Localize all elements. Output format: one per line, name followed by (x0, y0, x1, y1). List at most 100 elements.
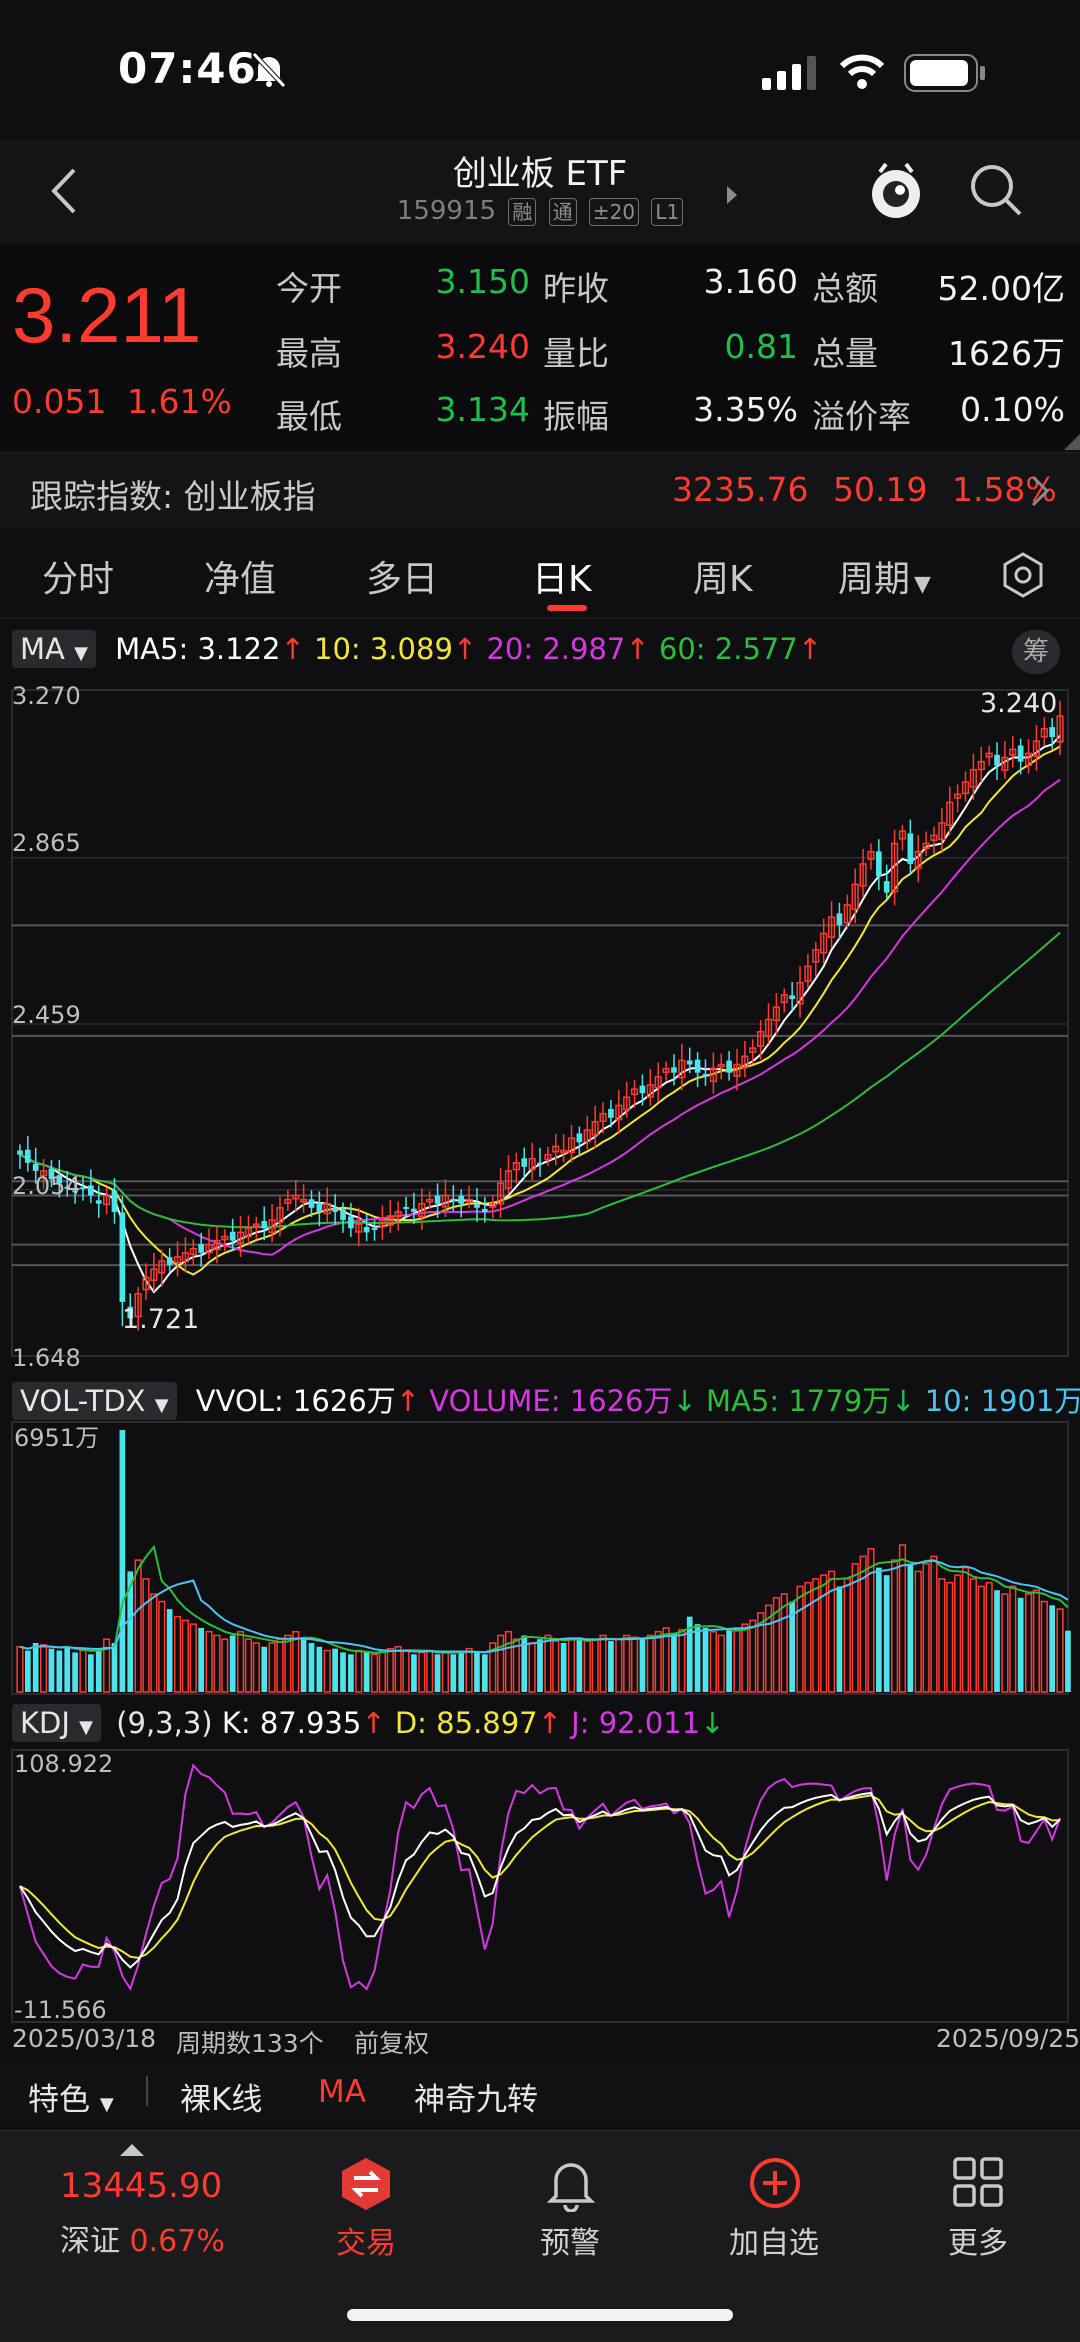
candle-body (458, 1195, 465, 1204)
bare-k-button[interactable]: 裸K线 (180, 2082, 263, 2118)
index-value[interactable]: 13445.90 (60, 2166, 223, 2206)
volume-bar (39, 1644, 48, 1693)
candle-body (64, 1186, 71, 1189)
kdj-chart[interactable]: 108.922 -11.566 (0, 1748, 1080, 2023)
adjust-mode: 前复权 (354, 2029, 430, 2058)
tab-multi-day[interactable]: 多日 (366, 559, 439, 600)
volume-bar (733, 1627, 741, 1693)
settings-icon[interactable] (1000, 552, 1046, 602)
volume-bar (434, 1654, 441, 1692)
candle-body (386, 1215, 394, 1226)
next-security-icon[interactable] (725, 184, 739, 210)
volume-bar (930, 1555, 938, 1693)
candle-body (371, 1227, 378, 1230)
trade-icon[interactable] (340, 2156, 392, 2216)
candle-body (1049, 727, 1056, 738)
volume-bar (465, 1647, 473, 1693)
volume-bar (780, 1593, 788, 1693)
tab-nav[interactable]: 净值 (204, 559, 277, 600)
candle-body (205, 1243, 213, 1254)
volume-bar (521, 1635, 528, 1692)
candle-body (411, 1208, 417, 1212)
nav-trade[interactable]: 交易 (336, 2226, 396, 2261)
volume-bar (875, 1567, 882, 1692)
candle-body (323, 1202, 331, 1215)
candle-body (418, 1202, 426, 1218)
caret-down-icon: ▼ (154, 1395, 169, 1416)
tab-intraday[interactable]: 分时 (42, 559, 115, 600)
nav-add-watchlist[interactable]: 加自选 (729, 2226, 819, 2261)
volume-bar (292, 1630, 300, 1693)
y-tick-label: 2.054 (12, 1172, 81, 1200)
caret-down-icon: ▼ (74, 643, 88, 664)
candle-body (403, 1206, 409, 1209)
volume-bar (158, 1600, 166, 1693)
back-icon[interactable] (48, 166, 78, 220)
ma-toggle-button[interactable]: MA (318, 2074, 366, 2110)
volume-bar (662, 1627, 670, 1693)
candle-body (646, 1084, 654, 1098)
tab-daily-k[interactable]: 日K (532, 559, 592, 600)
candle-body (348, 1216, 354, 1229)
k-value: K: 87.935 (221, 1706, 362, 1740)
candle-body (497, 1182, 505, 1205)
feature-menu[interactable]: 特色 ▼ (28, 2074, 114, 2119)
add-watchlist-icon[interactable] (748, 2156, 802, 2214)
search-icon[interactable] (968, 162, 1024, 222)
ma10-value: 10: 3.089 (314, 632, 453, 666)
turnover-value: 52.00亿 (937, 269, 1065, 308)
j-value: J: 92.011 (571, 1706, 701, 1740)
alert-bell-icon[interactable] (546, 2156, 596, 2216)
candle-body (615, 1104, 623, 1121)
candlestick-chart[interactable]: 3.270 2.865 2.459 2.054 1.648 3.240 1.72… (0, 680, 1080, 1370)
volume-bar (402, 1649, 410, 1693)
ma-selector[interactable]: MA ▼ (12, 630, 96, 668)
tracking-change-pct: 1.58% (951, 470, 1057, 509)
volume-bar (1024, 1593, 1033, 1693)
candle-body (583, 1129, 591, 1143)
volume-selector[interactable]: VOL-TDX ▼ (12, 1382, 177, 1420)
magic-nine-button[interactable]: 神奇九转 (414, 2082, 538, 2118)
mascot-icon[interactable] (866, 160, 926, 226)
candle-body (103, 1194, 111, 1206)
candle-body (48, 1168, 55, 1180)
volume-bar (639, 1639, 646, 1692)
kdj-selector[interactable]: KDJ ▼ (12, 1704, 101, 1742)
tab-period[interactable]: 周期 ▼ (838, 550, 931, 602)
volume-bar (348, 1654, 354, 1692)
nav-more[interactable]: 更多 (948, 2226, 1008, 2261)
d-value: D: 85.897 (394, 1706, 538, 1740)
candle-body (39, 1170, 48, 1177)
volume-bar (969, 1578, 977, 1693)
prev-close-value: 3.160 (703, 262, 798, 301)
kdj-legend: KDJ ▼ (9,3,3) K: 87.935↑ D: 85.897↑ J: 9… (12, 1704, 725, 1742)
volume-bar (843, 1578, 851, 1693)
expand-corner-icon[interactable] (1064, 434, 1080, 454)
volume-chart[interactable]: 6951万 (0, 1420, 1080, 1695)
chip-distribution-button[interactable]: 筹 (1012, 630, 1060, 674)
volume-bar (1001, 1593, 1009, 1693)
tab-weekly-k[interactable]: 周K (693, 559, 753, 600)
chart-toolbar (0, 2065, 1080, 2125)
candle-body (80, 1187, 86, 1190)
start-date: 2025/03/18 (12, 2024, 157, 2053)
turnover-label: 总额 (812, 269, 878, 308)
volume-bar (441, 1651, 450, 1693)
volume-bar (961, 1566, 970, 1693)
candle-body (827, 916, 836, 938)
volume-bar (820, 1574, 828, 1693)
nav-alert[interactable]: 预警 (540, 2226, 600, 2261)
low-annotation: 1.721 (122, 1304, 199, 1335)
last-price: 3.211 (12, 271, 202, 359)
candle-body (922, 842, 930, 850)
price-change: 0.051 1.61% (12, 382, 232, 421)
amplitude-label: 振幅 (543, 397, 609, 436)
period-count: 周期数133个 (176, 2029, 324, 2058)
total-volume-value: 1626万 (948, 334, 1065, 373)
expand-up-icon[interactable] (118, 2142, 146, 2162)
volume-bar (64, 1646, 71, 1692)
more-grid-icon[interactable] (952, 2156, 1004, 2212)
chevron-right-icon[interactable] (1030, 474, 1050, 512)
index-summary[interactable]: 深证 0.67% (60, 2216, 225, 2260)
candle-body (474, 1204, 480, 1208)
